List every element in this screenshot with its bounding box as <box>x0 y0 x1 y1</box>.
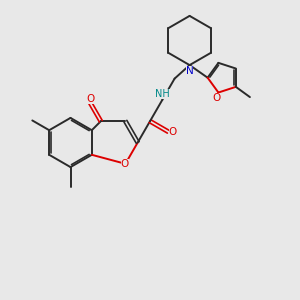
Text: NH: NH <box>155 89 170 99</box>
Text: O: O <box>213 93 221 103</box>
Text: O: O <box>121 159 129 169</box>
Text: N: N <box>186 66 194 76</box>
Text: O: O <box>86 94 94 103</box>
Text: O: O <box>169 128 177 137</box>
